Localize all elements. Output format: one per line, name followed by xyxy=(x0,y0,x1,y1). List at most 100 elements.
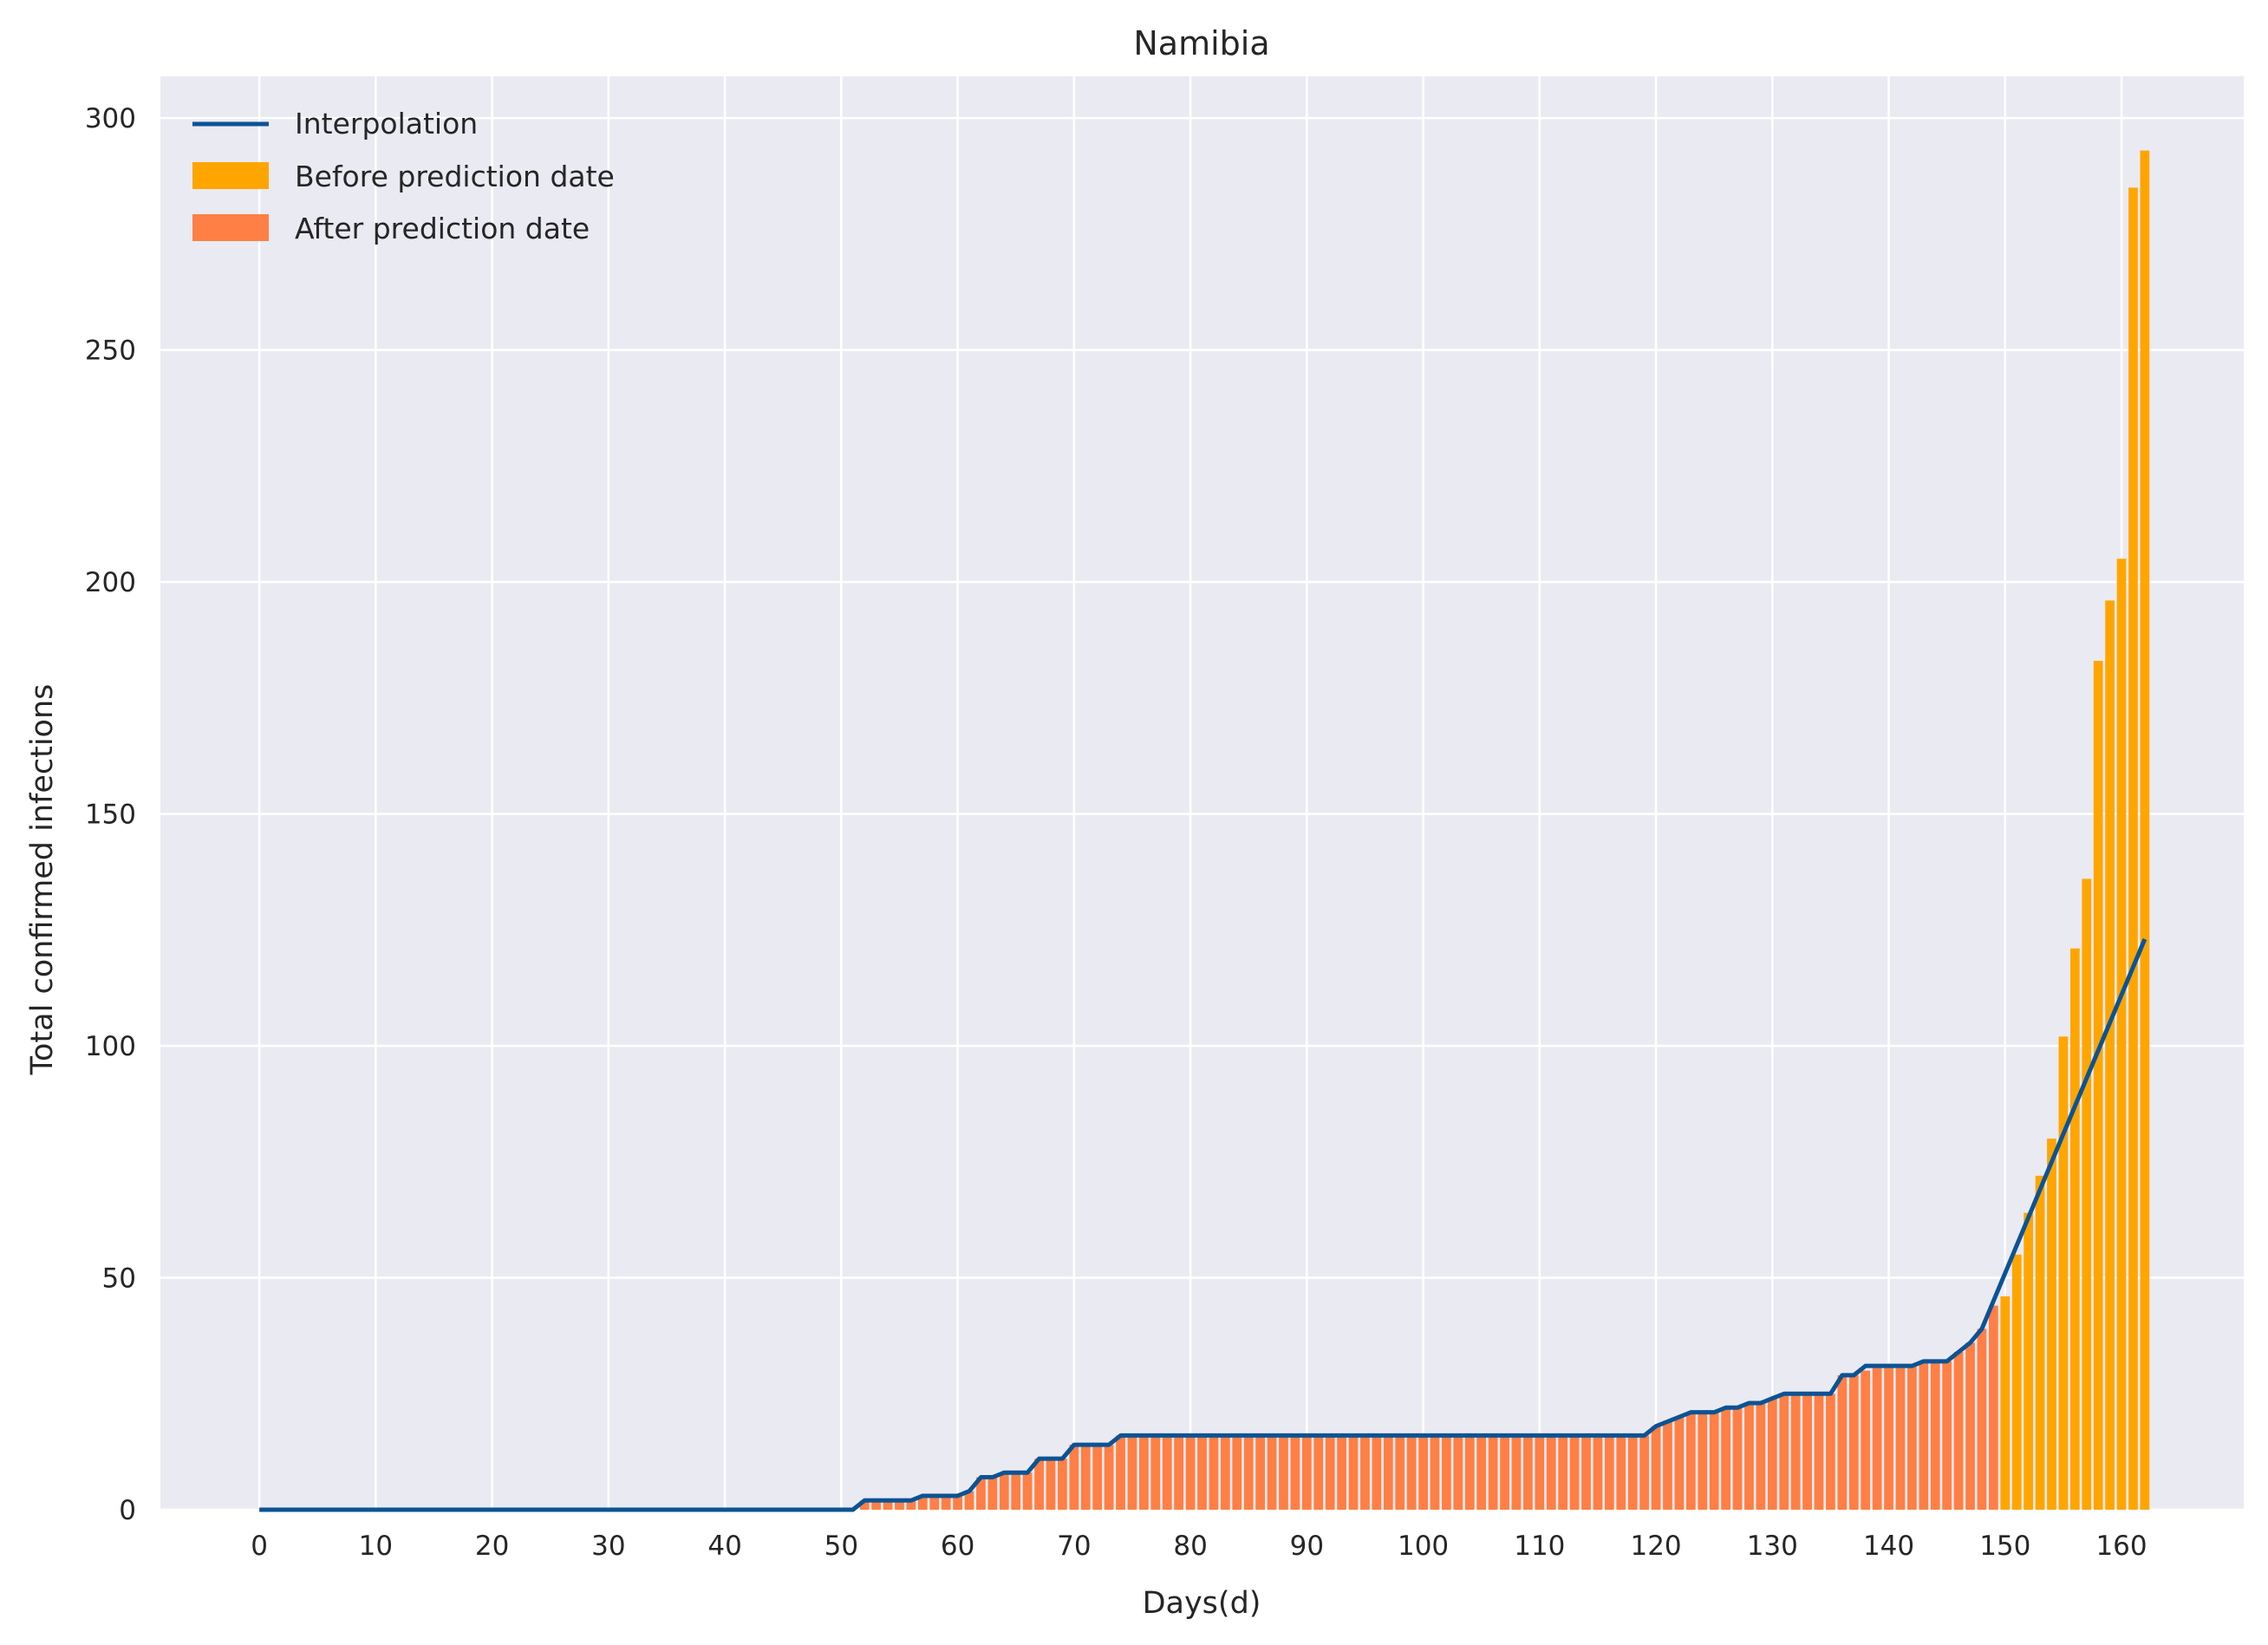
x-tick-label: 60 xyxy=(941,1531,974,1562)
bar-after-prediction xyxy=(1220,1435,1230,1510)
bar-after-prediction xyxy=(987,1477,998,1510)
bar-after-prediction xyxy=(1255,1435,1265,1510)
bar-after-prediction xyxy=(1814,1394,1824,1510)
y-tick-label: 250 xyxy=(85,336,136,367)
bar-after-prediction xyxy=(1558,1435,1568,1510)
bar-before-prediction xyxy=(2140,150,2150,1510)
bar-after-prediction xyxy=(1011,1472,1021,1510)
bar-before-prediction xyxy=(2000,1296,2011,1510)
y-tick-label: 150 xyxy=(85,800,136,831)
legend-swatch-after xyxy=(192,214,269,241)
bar-after-prediction xyxy=(1406,1435,1417,1510)
bar-after-prediction xyxy=(1325,1435,1335,1510)
bar-after-prediction xyxy=(1383,1435,1393,1510)
bar-after-prediction xyxy=(1150,1435,1161,1510)
bar-after-prediction xyxy=(1802,1394,1812,1510)
bar-after-prediction xyxy=(1395,1435,1405,1510)
x-tick-label: 70 xyxy=(1057,1531,1091,1562)
bar-before-prediction xyxy=(2035,1175,2045,1510)
bar-after-prediction xyxy=(1639,1435,1650,1510)
bar-after-prediction xyxy=(999,1472,1009,1510)
bar-after-prediction xyxy=(1279,1435,1288,1510)
bar-after-prediction xyxy=(1511,1435,1522,1510)
bar-after-prediction xyxy=(1685,1412,1696,1510)
bar-after-prediction xyxy=(1848,1374,1859,1510)
bar-after-prediction xyxy=(1313,1435,1324,1510)
bar-after-prediction xyxy=(1372,1435,1382,1510)
bar-after-prediction xyxy=(1500,1435,1509,1510)
y-tick-label: 200 xyxy=(85,567,136,598)
y-axis-ticks: 0 50 100 150 200 250 300 xyxy=(85,103,136,1526)
y-axis-title: Total confirmed infections xyxy=(25,684,60,1076)
bar-after-prediction xyxy=(964,1491,974,1510)
bar-after-prediction xyxy=(871,1500,881,1510)
bar-after-prediction xyxy=(976,1477,986,1510)
bar-after-prediction xyxy=(1139,1435,1149,1510)
bar-after-prediction xyxy=(1046,1459,1056,1510)
bar-after-prediction xyxy=(1197,1435,1207,1510)
bar-after-prediction xyxy=(1185,1435,1196,1510)
bar-after-prediction xyxy=(953,1495,962,1510)
bar-before-prediction xyxy=(2116,558,2127,1510)
bar-after-prediction xyxy=(1604,1435,1614,1510)
bar-after-prediction xyxy=(1092,1445,1103,1510)
x-axis-ticks: 0 10 20 30 40 50 60 70 80 90 100 110 120 130 140 150 160 xyxy=(251,1531,2147,1562)
bar-after-prediction xyxy=(1290,1435,1300,1510)
bar-after-prediction xyxy=(1476,1435,1487,1510)
bar-after-prediction xyxy=(1569,1435,1580,1510)
bar-after-prediction xyxy=(1488,1435,1498,1510)
bar-before-prediction xyxy=(2024,1212,2034,1510)
legend-swatch-before xyxy=(192,162,269,189)
bar-after-prediction xyxy=(895,1500,904,1510)
x-tick-label: 40 xyxy=(707,1531,741,1562)
bar-after-prediction xyxy=(1989,1305,1998,1510)
bar-before-prediction xyxy=(2093,661,2103,1510)
y-tick-label: 50 xyxy=(102,1263,136,1295)
bar-after-prediction xyxy=(1209,1435,1219,1510)
bar-after-prediction xyxy=(1861,1370,1871,1510)
bar-after-prediction xyxy=(883,1500,893,1510)
x-tick-label: 50 xyxy=(824,1531,858,1562)
bar-after-prediction xyxy=(1919,1361,1929,1510)
bar-after-prediction xyxy=(1790,1394,1801,1510)
bar-after-prediction xyxy=(1977,1328,1987,1510)
bar-after-prediction xyxy=(1953,1352,1964,1510)
bar-after-prediction xyxy=(906,1500,916,1510)
bar-before-prediction xyxy=(2069,948,2080,1510)
legend-label-before: Before prediction date xyxy=(295,160,615,193)
bar-before-prediction xyxy=(2105,600,2115,1510)
bar-before-prediction xyxy=(2058,1036,2069,1510)
bar-after-prediction xyxy=(929,1495,940,1510)
bar-after-prediction xyxy=(1430,1435,1440,1510)
bar-after-prediction xyxy=(1907,1366,1917,1510)
bar-after-prediction xyxy=(941,1495,951,1510)
y-tick-label: 300 xyxy=(85,103,136,134)
bar-after-prediction xyxy=(1674,1417,1685,1510)
x-tick-label: 10 xyxy=(359,1531,393,1562)
chart-title: Namibia xyxy=(1133,24,1269,62)
bar-after-prediction xyxy=(1080,1445,1091,1510)
bar-after-prediction xyxy=(1174,1435,1184,1510)
bar-after-prediction xyxy=(1337,1435,1346,1510)
bar-after-prediction xyxy=(1116,1435,1125,1510)
legend-label-after: After prediction date xyxy=(295,212,590,245)
bar-after-prediction xyxy=(1267,1435,1277,1510)
bar-after-prediction xyxy=(859,1500,870,1510)
x-tick-label: 90 xyxy=(1290,1531,1324,1562)
bar-after-prediction xyxy=(1127,1435,1137,1510)
bar-after-prediction xyxy=(1348,1435,1359,1510)
bar-after-prediction xyxy=(1826,1394,1835,1510)
y-tick-label: 100 xyxy=(85,1031,136,1062)
x-tick-label: 110 xyxy=(1514,1531,1565,1562)
x-tick-label: 80 xyxy=(1173,1531,1207,1562)
bar-after-prediction xyxy=(1523,1435,1533,1510)
x-tick-label: 30 xyxy=(591,1531,625,1562)
bar-after-prediction xyxy=(1418,1435,1428,1510)
bar-after-prediction xyxy=(1301,1435,1312,1510)
bar-before-prediction xyxy=(2011,1254,2022,1510)
bar-after-prediction xyxy=(1022,1472,1033,1510)
legend-label-interpolation: Interpolation xyxy=(295,107,478,140)
bar-after-prediction xyxy=(1767,1398,1777,1510)
bar-after-prediction xyxy=(1360,1435,1370,1510)
